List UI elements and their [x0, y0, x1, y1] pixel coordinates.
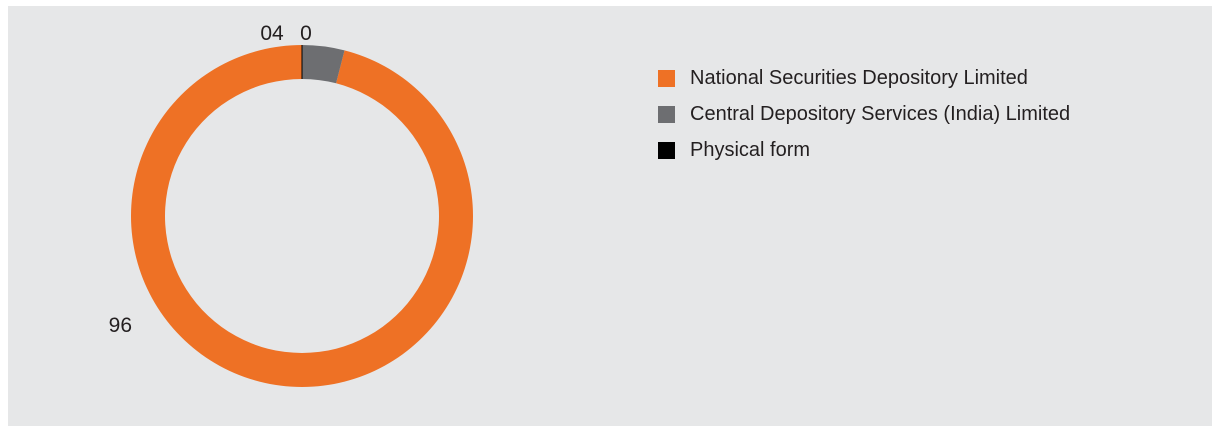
legend-item-physical: Physical form	[658, 138, 1070, 162]
donut-chart: 96 04 0	[109, 22, 473, 387]
data-label-cdsl: 04	[260, 22, 284, 45]
chart-panel: 96 04 0 National Securities Depository Lim…	[8, 6, 1212, 426]
donut-slice-cdsl	[302, 45, 345, 84]
data-label-nsdl: 96	[109, 314, 132, 337]
legend-label-cdsl: Central Depository Services (India) Limi…	[690, 102, 1071, 125]
donut-slice-nsdl	[130, 45, 473, 387]
legend-item-cdsl: Central Depository Services (India) Limi…	[658, 102, 1070, 126]
legend-swatch-nsdl	[658, 69, 675, 87]
chart-legend: National Securities Depository Limited C…	[658, 66, 1070, 174]
legend-label-nsdl: National Securities Depository Limited	[690, 66, 1028, 89]
data-label-physical: 0	[300, 22, 312, 45]
legend-swatch-cdsl	[658, 105, 675, 123]
legend-item-nsdl: National Securities Depository Limited	[658, 66, 1070, 90]
legend-label-physical: Physical form	[690, 138, 811, 161]
legend-swatch-physical	[658, 141, 675, 159]
